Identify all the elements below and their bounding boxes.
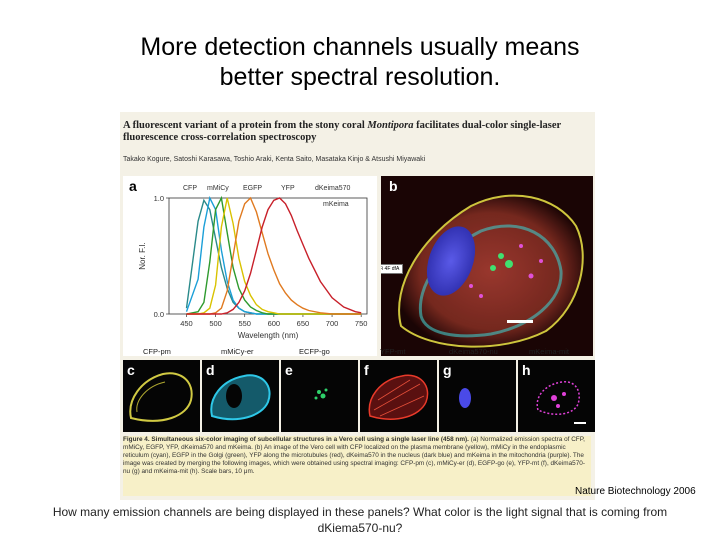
channel-label-f: YFP-mt: [380, 347, 406, 356]
paper-authors: Takako Kogure, Satoshi Karasawa, Toshio …: [123, 156, 426, 163]
chart-frame: [168, 197, 368, 315]
panel-b-inset-label: Fi 4F dfA: [381, 264, 404, 274]
series-line-dkeima570: [186, 196, 362, 315]
panel-letter-c: c: [127, 362, 135, 378]
channel-panel-f: f: [360, 360, 437, 432]
slide-question: How many emission channels are being dis…: [52, 505, 668, 535]
panel-letter-f: f: [364, 362, 369, 378]
panel-letter-b: b: [389, 178, 398, 194]
spectra-chart: 450 500 550 600 650 700 750 0.0 1.0 Wavelength (n…: [138, 185, 368, 340]
legend-label-mkeima: mKeima: [323, 201, 349, 208]
paper-title: A fluorescent variant of a protein from …: [123, 120, 561, 143]
x-axis-label: Wavelength (nm): [238, 331, 299, 340]
channel-label-c: CFP-pm: [143, 347, 171, 356]
x-tick-label: 650: [297, 319, 310, 328]
figure-caption: Figure 4. Simultaneous six-color imaging…: [123, 436, 591, 496]
y-axis-label: Nor. F.I.: [138, 242, 147, 270]
panel-letter-d: d: [206, 362, 215, 378]
channel-panel-e: e: [281, 360, 358, 432]
merged-cell-image: [398, 194, 584, 348]
legend-label-cfp: CFP: [183, 185, 197, 192]
series-line-mkeima: [186, 197, 362, 315]
x-tick-label: 450: [180, 319, 193, 328]
panel-letter-a: a: [129, 178, 137, 194]
single-channel-strip: c d e f g h CFP-pm mMiCy-er ECFP-go YFP-…: [123, 347, 595, 432]
legend-label-mmicy: mMiCy: [207, 185, 229, 192]
channel-panel-d: d: [202, 360, 279, 432]
paper-figure: A fluorescent variant of a protein from …: [120, 112, 595, 500]
y-tick-label: 1.0: [154, 194, 164, 203]
channel-label-h: mKeima-mit: [529, 347, 570, 356]
channel-panel-c: c: [123, 360, 200, 432]
x-tick-label: 600: [268, 319, 281, 328]
caption-heading: Figure 4. Simultaneous six-color imaging…: [123, 436, 469, 443]
legend-label-egfp: EGFP: [243, 185, 262, 192]
x-tick-label: 750: [355, 319, 368, 328]
channel-panel-h: h: [518, 360, 595, 432]
x-tick-label: 500: [209, 319, 222, 328]
channel-label-d: mMiCy-er: [221, 347, 254, 356]
channel-label-e: ECFP-go: [299, 347, 330, 356]
series-line-yfp: [186, 197, 362, 315]
merged-cell-panel: b Fi 4F dfA: [381, 176, 593, 356]
panel-letter-g: g: [443, 362, 452, 378]
caption-body: (a) Normalized emission spectra of CFP, …: [123, 436, 585, 475]
panel-letter-h: h: [522, 362, 531, 378]
spectra-panel: a 450 500 550 600 650 700 750 0.0 1.0 Wavelength …: [123, 176, 377, 356]
panel-letter-e: e: [285, 362, 293, 378]
x-tick-label: 700: [326, 319, 339, 328]
slide-title: More detection channels usually means be…: [140, 33, 580, 91]
channel-panel-g: g: [439, 360, 516, 432]
source-credit: Nature Biotechnology 2006: [575, 486, 696, 497]
channel-label-g: dKeima570-nu: [449, 347, 498, 356]
y-tick-label: 0.0: [154, 310, 164, 319]
x-tick-label: 550: [238, 319, 251, 328]
legend-label-dkeima570: dKeima570: [315, 185, 351, 192]
legend-label-yfp: YFP: [281, 185, 295, 192]
